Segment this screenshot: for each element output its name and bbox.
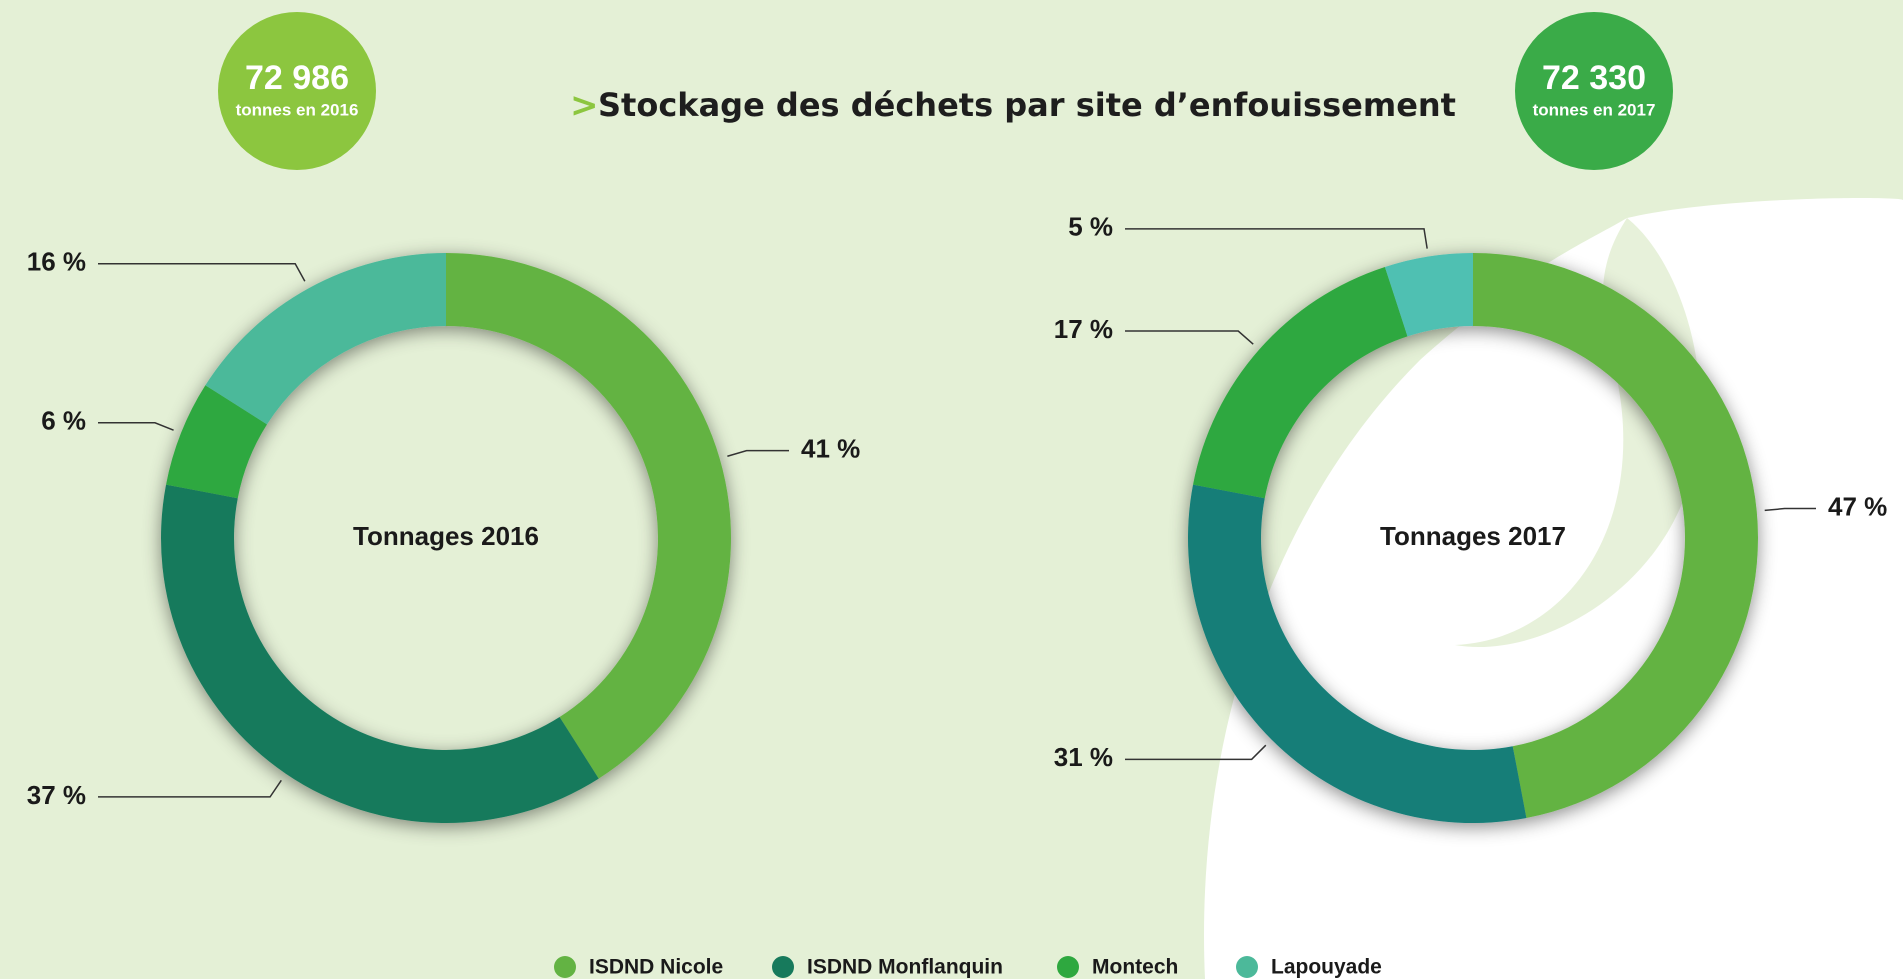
donut-slice bbox=[1384, 253, 1473, 337]
badge-value: 72 330 bbox=[1542, 59, 1646, 97]
badge-caption: tonnes en 2017 bbox=[1533, 100, 1656, 119]
value-label: 47 % bbox=[1828, 491, 1887, 521]
badge-caption: tonnes en 2016 bbox=[236, 100, 359, 119]
value-label: 16 % bbox=[27, 247, 86, 277]
center-label: Tonnages 2016 bbox=[353, 521, 539, 551]
value-label: 37 % bbox=[27, 780, 86, 810]
legend-label: ISDND Monflanquin bbox=[807, 956, 1003, 979]
donut bbox=[160, 253, 731, 823]
legend-label: Lapouyade bbox=[1271, 956, 1382, 979]
legend-label: Montech bbox=[1092, 956, 1178, 979]
leader-line bbox=[98, 779, 282, 798]
donut-slice bbox=[1473, 253, 1758, 818]
value-label: 6 % bbox=[41, 406, 86, 436]
center-label: Tonnages 2017 bbox=[1380, 521, 1566, 551]
badge-value: 72 986 bbox=[245, 59, 349, 97]
value-label: 5 % bbox=[1068, 212, 1113, 242]
leader-line bbox=[727, 449, 789, 457]
donut-slice bbox=[446, 253, 731, 779]
title-marker: > bbox=[570, 86, 599, 126]
badge bbox=[1515, 12, 1673, 170]
leader-line bbox=[1125, 744, 1267, 761]
value-label: 31 % bbox=[1054, 742, 1113, 772]
chart-title: Stockage des déchets par site d’enfouiss… bbox=[598, 86, 1456, 124]
legend-swatch bbox=[1236, 956, 1258, 978]
leader-line bbox=[98, 262, 306, 282]
value-label: 17 % bbox=[1054, 314, 1113, 344]
badge bbox=[218, 12, 376, 170]
donut-slice bbox=[166, 385, 268, 499]
legend-label: ISDND Nicole bbox=[589, 956, 723, 979]
leader-line bbox=[1125, 330, 1254, 345]
donut-slice bbox=[205, 253, 446, 425]
leader-line bbox=[1764, 507, 1816, 512]
donut bbox=[1188, 253, 1758, 823]
leader-line bbox=[1125, 228, 1428, 249]
leader-line bbox=[98, 422, 174, 431]
donut-slice bbox=[160, 484, 599, 823]
donut-slice bbox=[1193, 266, 1408, 499]
donut-slice bbox=[1188, 484, 1527, 823]
legend-swatch bbox=[772, 956, 794, 978]
value-label: 41 % bbox=[801, 434, 860, 464]
legend-swatch bbox=[1057, 956, 1079, 978]
legend-swatch bbox=[554, 956, 576, 978]
